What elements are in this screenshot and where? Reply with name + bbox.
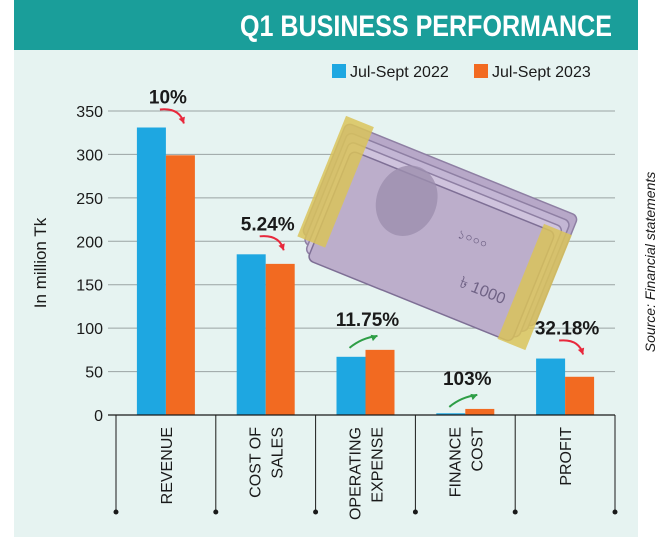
- separator-dot: [612, 509, 618, 515]
- banknotes-illustration: ৳ 1000 ১০০০: [297, 115, 578, 351]
- category-label: PROFIT: [558, 427, 575, 486]
- y-axis-ticks: 0 50 100 150 200 250 300 350: [76, 104, 103, 425]
- separator-dot: [213, 509, 219, 515]
- y-tick-label: 150: [76, 278, 103, 295]
- bar-2022: [236, 254, 266, 415]
- separator-dot: [313, 509, 319, 515]
- category-label: FINANCE: [447, 427, 464, 497]
- bar-2022: [136, 127, 166, 415]
- separator-dot: [512, 509, 518, 515]
- bar-2023: [465, 408, 495, 415]
- bars: [136, 127, 595, 415]
- y-axis-label: In million Tk: [31, 217, 50, 308]
- source-tab: [638, 140, 661, 385]
- x-axis: [108, 414, 618, 515]
- legend-swatch-2022: [332, 64, 346, 78]
- y-tick-label: 300: [76, 147, 103, 164]
- bar-2023: [265, 263, 295, 415]
- y-tick-label: 100: [76, 321, 103, 338]
- y-tick-label: 350: [76, 104, 103, 121]
- bar-2022: [336, 356, 366, 415]
- change-annotations: 10% 5.24% 11.75% 103% 32.18%: [149, 88, 600, 408]
- y-tick-label: 200: [76, 234, 103, 251]
- change-label: 10%: [149, 88, 187, 109]
- category-label: OPERATING: [348, 427, 365, 520]
- bar-2022: [536, 358, 566, 415]
- change-label: 11.75%: [336, 310, 399, 331]
- arrow-head: [178, 116, 185, 124]
- separator-dot: [412, 509, 418, 515]
- header-banner: [14, 0, 638, 50]
- y-tick-label: 250: [76, 191, 103, 208]
- bar-2022: [436, 413, 466, 415]
- separator-dot: [113, 509, 119, 515]
- y-tick-label: 50: [85, 365, 103, 382]
- category-label: SALES: [270, 427, 287, 479]
- bar-2023: [165, 155, 195, 415]
- change-label: 103%: [443, 369, 492, 390]
- bar-2023: [365, 349, 395, 415]
- arrow-head: [577, 347, 585, 355]
- change-label: 32.18%: [535, 319, 600, 340]
- legend: Jul-Sept 2022 Jul-Sept 2023: [332, 64, 591, 81]
- bar-2023: [565, 376, 595, 415]
- x-axis-categories: REVENUE COST OF SALES OPERATING EXPENSE FINAN…: [159, 427, 575, 520]
- legend-label-2023: Jul-Sept 2023: [492, 64, 591, 81]
- legend-label-2022: Jul-Sept 2022: [350, 64, 449, 81]
- category-label: REVENUE: [159, 427, 176, 504]
- chart-title: Q1 BUSINESS PERFORMANCE: [240, 10, 612, 43]
- category-label: COST OF: [248, 427, 265, 498]
- arrow-head: [370, 334, 378, 342]
- change-label: 5.24%: [241, 214, 295, 235]
- arrow-head: [470, 393, 478, 401]
- legend-swatch-2023: [474, 64, 488, 78]
- category-label: EXPENSE: [370, 427, 387, 503]
- source-note: Source: Financial statements: [642, 172, 658, 353]
- arrow-head: [278, 243, 285, 251]
- category-label: COST: [469, 427, 486, 472]
- y-tick-label: 0: [94, 408, 103, 425]
